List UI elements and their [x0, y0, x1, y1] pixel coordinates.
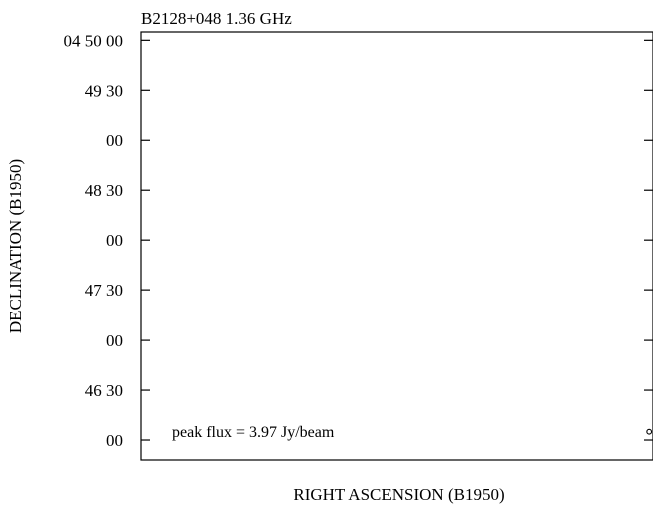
y-tick-label-5: 48 30: [85, 181, 123, 200]
y-tick-label-8: 04 50 00: [64, 31, 124, 50]
axis-ticks: [141, 39, 653, 441]
y-tick-label-4: 00: [106, 231, 123, 250]
x-axis-label: RIGHT ASCENSION (B1950): [293, 485, 504, 504]
y-tick-label-3: 47 30: [85, 281, 123, 300]
source-src-edge-right: [646, 428, 653, 435]
y-tick-label-7: 49 30: [85, 81, 123, 100]
contour-ring: [646, 428, 653, 435]
y-tick-label-1: 46 30: [85, 381, 123, 400]
y-tick-label-2: 00: [106, 331, 123, 350]
y-tick-labels: 00 46 30 00 47 30 00 48 30 00 49 30 04 50 00: [64, 31, 124, 450]
y-tick-label-6: 00: [106, 131, 123, 150]
contour-sources: [646, 428, 653, 435]
y-axis-label: DECLINATION (B1950): [6, 159, 25, 333]
chart-title: B2128+048 1.36 GHz: [141, 9, 292, 28]
y-tick-label-0: 00: [106, 431, 123, 450]
peak-flux-annotation: peak flux = 3.97 Jy/beam: [172, 424, 335, 441]
plot-frame: [140, 31, 653, 461]
